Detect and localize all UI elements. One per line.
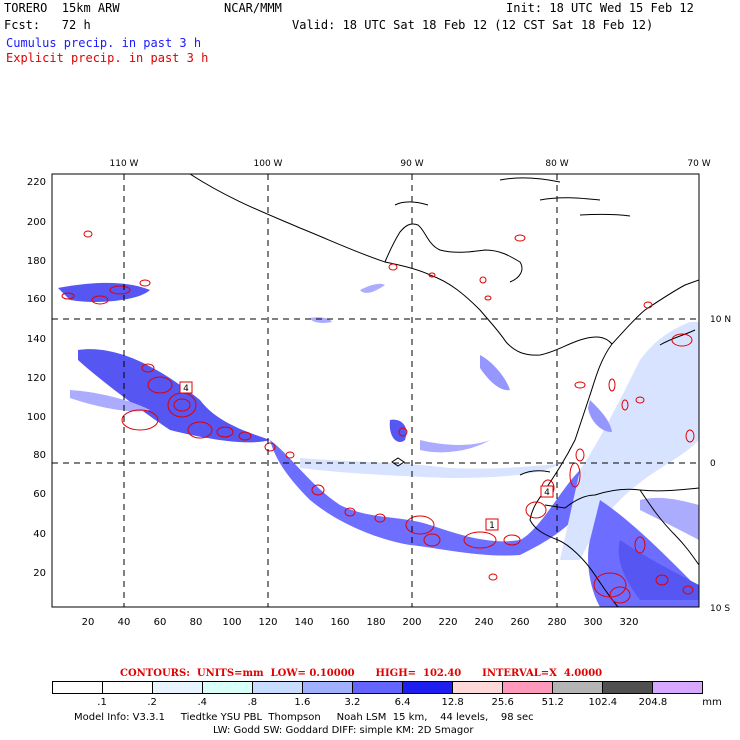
lat-label: 10 N (710, 315, 731, 325)
y-tick: 120 (27, 373, 46, 384)
x-axis: 20 40 60 80 100 120 140 160 180 200 220 … (82, 617, 639, 628)
x-tick: 260 (510, 617, 529, 628)
forecast-hour: Fcst: 72 h (4, 18, 91, 32)
color-swatch (553, 682, 603, 693)
color-swatch (353, 682, 403, 693)
color-swatch (253, 682, 303, 693)
lon-label: 70 W (687, 159, 710, 169)
color-scale-bar (52, 681, 703, 694)
model-title: TORERO 15km ARW (4, 1, 120, 15)
x-tick: 40 (118, 617, 131, 628)
y-tick: 200 (27, 217, 46, 228)
color-bin-label: 3.2 (344, 697, 361, 708)
map-frame (51, 173, 700, 608)
lon-label: 110 W (110, 159, 139, 169)
contour-label: 4 (544, 488, 550, 498)
x-tick: 240 (474, 617, 493, 628)
lat-labels: 10 N 0 10 S (710, 315, 731, 614)
color-swatch (453, 682, 503, 693)
contour-info: CONTOURS: UNITS=mm LOW= 0.10000 HIGH= 10… (120, 668, 603, 679)
y-tick: 140 (27, 334, 46, 345)
color-swatch (53, 682, 103, 693)
explicit-label: Explicit precip. in past 3 h (6, 51, 209, 65)
color-bin-label: 25.6 (491, 697, 514, 708)
color-swatch (403, 682, 453, 693)
x-tick: 320 (619, 617, 638, 628)
y-tick: 180 (27, 256, 46, 267)
y-tick: 100 (27, 412, 46, 423)
color-swatch (603, 682, 653, 693)
model-info: Model Info: V3.3.1 Tiedtke YSU PBL Thomp… (74, 712, 534, 723)
x-tick: 60 (154, 617, 167, 628)
y-axis: 220 200 180 160 140 120 100 80 60 40 20 (27, 177, 46, 579)
color-swatch (103, 682, 153, 693)
x-tick: 160 (330, 617, 349, 628)
units-label: mm (702, 697, 722, 708)
color-swatch (503, 682, 553, 693)
color-bin-label: .1 (97, 697, 107, 708)
shaded-precip (58, 282, 699, 607)
y-tick: 80 (33, 450, 46, 461)
x-tick: 20 (82, 617, 95, 628)
y-tick: 60 (33, 489, 46, 500)
color-swatch (303, 682, 353, 693)
color-bin-label: .8 (247, 697, 258, 708)
y-tick: 20 (33, 568, 46, 579)
x-tick: 280 (547, 617, 566, 628)
color-swatch (203, 682, 253, 693)
explicit-contours (61, 230, 695, 604)
lon-label: 90 W (400, 159, 423, 169)
center-name: NCAR/MMM (224, 1, 282, 15)
x-tick: 180 (366, 617, 385, 628)
color-bin-label: 102.4 (588, 697, 618, 708)
init-time: Init: 18 UTC Wed 15 Feb 12 (506, 1, 694, 15)
lat-label: 10 S (710, 604, 730, 614)
valid-time: Valid: 18 UTC Sat 18 Feb 12 (12 CST Sat … (292, 18, 654, 32)
x-tick: 80 (190, 617, 203, 628)
x-tick: 100 (222, 617, 241, 628)
color-bin-label: .2 (147, 697, 157, 708)
cumulus-label: Cumulus precip. in past 3 h (6, 36, 202, 50)
precip-map: 4 1 4 110 W 100 W 90 W 80 W 70 W 10 N 0 … (27, 159, 731, 628)
lon-labels: 110 W 100 W 90 W 80 W 70 W (110, 159, 711, 169)
y-tick: 220 (27, 177, 46, 188)
x-tick: 200 (402, 617, 421, 628)
lon-label: 100 W (254, 159, 283, 169)
coastlines (189, 174, 699, 607)
y-tick: 40 (33, 529, 46, 540)
color-bin-label: 12.8 (441, 697, 464, 708)
model-physics: LW: Godd SW: Goddard DIFF: simple KM: 2D… (213, 725, 474, 736)
color-swatch (153, 682, 203, 693)
color-bin-label: 6.4 (394, 697, 411, 708)
color-bin-label: 1.6 (294, 697, 311, 708)
color-bin-label: 204.8 (638, 697, 668, 708)
x-tick: 220 (438, 617, 457, 628)
x-tick: 140 (294, 617, 313, 628)
grid-lines (52, 174, 699, 607)
lon-label: 80 W (545, 159, 568, 169)
y-tick: 160 (27, 294, 46, 305)
contour-label: 1 (489, 521, 495, 531)
contour-boxes (179, 381, 554, 531)
contour-label: 4 (183, 384, 189, 394)
x-tick: 120 (258, 617, 277, 628)
x-tick: 300 (583, 617, 602, 628)
color-bin-label: 51.2 (541, 697, 564, 708)
color-bin-label: .4 (197, 697, 207, 708)
color-swatch (653, 682, 702, 693)
lat-label: 0 (710, 459, 716, 469)
